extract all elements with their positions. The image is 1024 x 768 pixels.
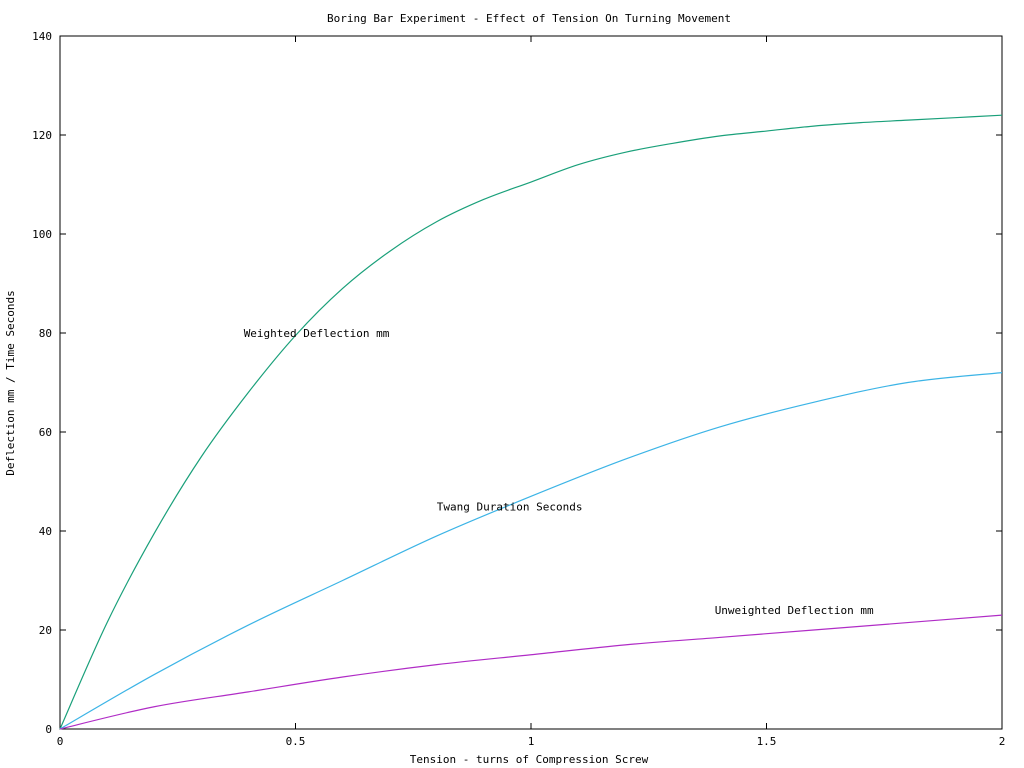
x-tick-label: 1.5	[757, 735, 777, 748]
series-line-unweighted-deflection-mm	[59, 614, 1003, 730]
series-annotation: Unweighted Deflection mm	[715, 604, 874, 617]
plot-frame	[59, 35, 1003, 730]
y-tick-label: 20	[39, 624, 52, 637]
y-tick-label: 100	[32, 228, 52, 241]
annotations: Weighted Deflection mm Twang Duration Sec…	[244, 327, 874, 617]
series-line-weighted-deflection-mm	[59, 114, 1003, 730]
series-annotation: Twang Duration Seconds	[437, 500, 583, 513]
y-tick-label: 40	[39, 525, 52, 538]
y-axis-title: Deflection mm / Time Seconds	[4, 290, 17, 475]
series-layer	[59, 114, 1003, 730]
x-tick-label: 1	[528, 735, 535, 748]
y-tick-label: 140	[32, 30, 52, 43]
y-tick-label: 120	[32, 129, 52, 142]
y-tick-label: 60	[39, 426, 52, 439]
series-line-twang-duration-seconds	[59, 372, 1003, 730]
x-tick-label: 2	[999, 735, 1006, 748]
x-axis-title: Tension - turns of Compression Screw	[410, 753, 649, 766]
x-tick-label: 0.5	[286, 735, 306, 748]
chart-title: Boring Bar Experiment - Effect of Tensio…	[327, 12, 731, 25]
x-tick-label: 0	[57, 735, 64, 748]
y-tick-label: 0	[45, 723, 52, 736]
y-tick-label: 80	[39, 327, 52, 340]
series-annotation: Weighted Deflection mm	[244, 327, 390, 340]
